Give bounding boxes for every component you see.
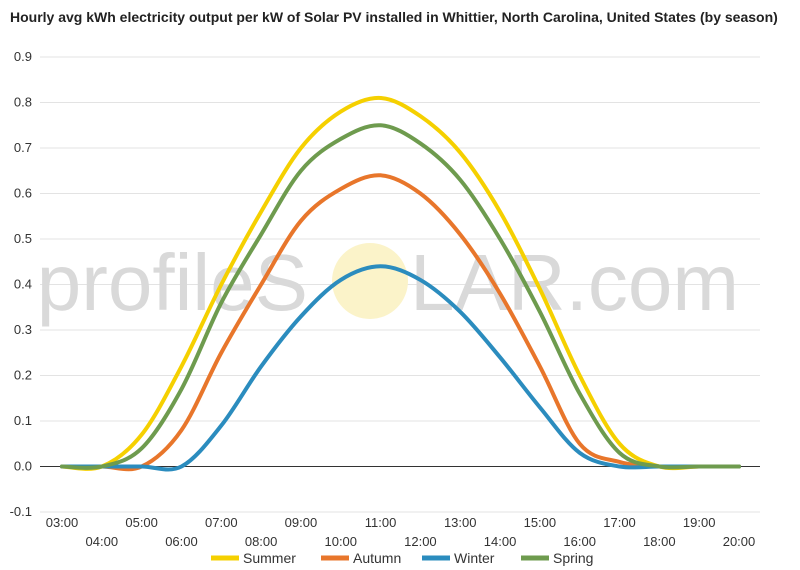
x-axis: 03:00 04:00 05:00 06:00 07:00 08:00 09:00 10:00… bbox=[46, 515, 756, 549]
x-tick-label: 11:00 bbox=[365, 515, 397, 530]
x-tick-label: 13:00 bbox=[444, 515, 477, 530]
watermark-sun-icon bbox=[332, 243, 408, 319]
y-tick-label: 0.0 bbox=[14, 459, 32, 474]
x-tick-label: 03:00 bbox=[46, 515, 79, 530]
y-tick-label: -0.1 bbox=[10, 504, 32, 519]
x-tick-label: 16:00 bbox=[563, 534, 596, 549]
series-line-autumn bbox=[60, 173, 741, 472]
legend-label: Summer bbox=[243, 550, 296, 566]
x-tick-label: 17:00 bbox=[603, 515, 636, 530]
y-tick-label: 0.5 bbox=[14, 231, 32, 246]
x-tick-label: 06:00 bbox=[165, 534, 198, 549]
y-tick-label: 0.8 bbox=[14, 95, 32, 110]
x-tick-label: 12:00 bbox=[404, 534, 437, 549]
x-tick-label: 04:00 bbox=[86, 534, 119, 549]
x-tick-label: 05:00 bbox=[125, 515, 158, 530]
x-tick-label: 15:00 bbox=[524, 515, 557, 530]
watermark: profileS LAR.com bbox=[37, 238, 739, 327]
watermark-text-right: LAR.com bbox=[410, 238, 739, 327]
y-tick-label: 0.9 bbox=[14, 49, 32, 64]
legend-label: Winter bbox=[454, 550, 495, 566]
x-tick-label: 14:00 bbox=[484, 534, 517, 549]
series-line-spring bbox=[60, 123, 741, 470]
x-tick-label: 09:00 bbox=[285, 515, 318, 530]
y-tick-label: 0.3 bbox=[14, 322, 32, 337]
y-tick-label: 0.2 bbox=[14, 368, 32, 383]
x-tick-label: 08:00 bbox=[245, 534, 278, 549]
y-tick-label: 0.6 bbox=[14, 186, 32, 201]
series-line-winter bbox=[60, 264, 741, 472]
chart-title: Hourly avg kWh electricity output per kW… bbox=[10, 9, 778, 25]
series-lines bbox=[60, 95, 741, 472]
y-axis: -0.1 0.0 0.1 0.2 0.3 0.4 0.5 0.6 0.7 0.8 0.9 bbox=[10, 49, 32, 519]
y-tick-label: 0.1 bbox=[14, 413, 32, 428]
x-tick-label: 10:00 bbox=[324, 534, 357, 549]
legend-label: Autumn bbox=[353, 550, 401, 566]
x-tick-label: 18:00 bbox=[643, 534, 676, 549]
x-tick-label: 19:00 bbox=[683, 515, 716, 530]
y-tick-label: 0.4 bbox=[14, 277, 32, 292]
y-tick-label: 0.7 bbox=[14, 140, 32, 155]
x-tick-label: 07:00 bbox=[205, 515, 238, 530]
x-tick-label: 20:00 bbox=[723, 534, 756, 549]
legend: Summer Autumn Winter Spring bbox=[211, 550, 593, 566]
series-line-summer bbox=[60, 95, 741, 471]
watermark-text-left: profileS bbox=[37, 238, 308, 327]
legend-label: Spring bbox=[553, 550, 593, 566]
